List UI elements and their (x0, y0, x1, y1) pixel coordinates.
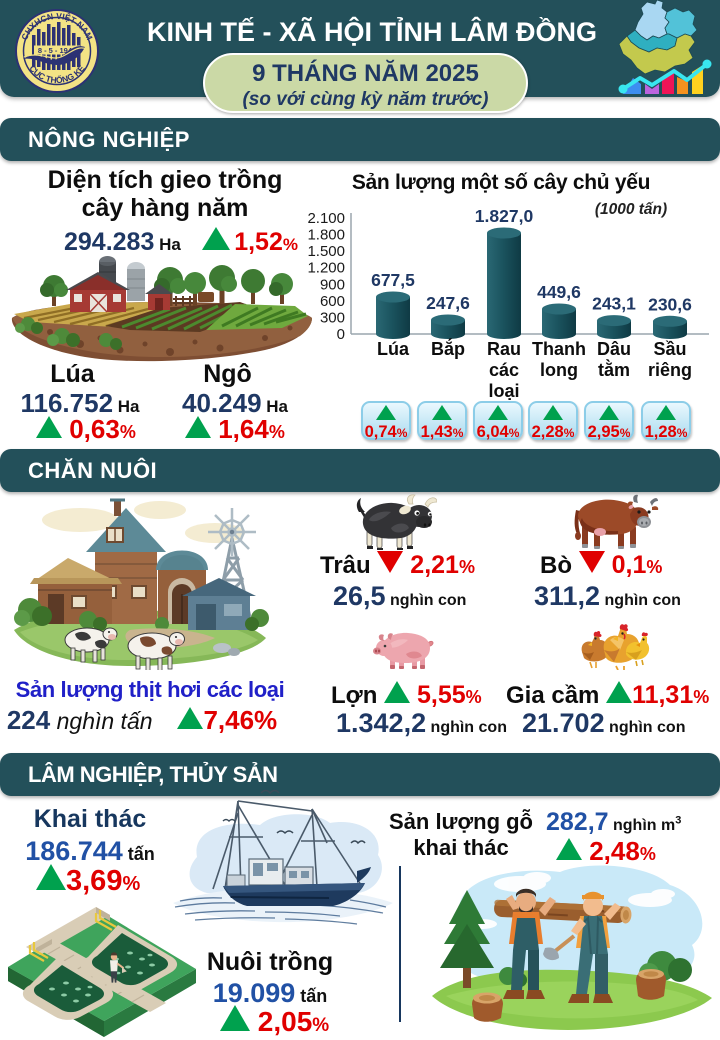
svg-text:300: 300 (320, 309, 345, 326)
svg-text:230,6: 230,6 (648, 294, 692, 314)
svg-text:1.500: 1.500 (307, 243, 345, 260)
svg-text:1.800: 1.800 (307, 227, 345, 244)
svg-text:677,5: 677,5 (371, 270, 415, 290)
svg-text:600: 600 (320, 293, 345, 310)
svg-text:2.100: 2.100 (307, 210, 345, 227)
svg-text:243,1: 243,1 (592, 294, 636, 314)
svg-text:1.200: 1.200 (307, 260, 345, 277)
svg-text:8 - 5 - 1946: 8 - 5 - 1946 (38, 46, 76, 55)
svg-text:0: 0 (337, 326, 345, 343)
svg-text:900: 900 (320, 276, 345, 293)
svg-text:247,6: 247,6 (426, 293, 470, 313)
svg-text:1.827,0: 1.827,0 (475, 206, 534, 226)
svg-text:449,6: 449,6 (537, 282, 581, 302)
